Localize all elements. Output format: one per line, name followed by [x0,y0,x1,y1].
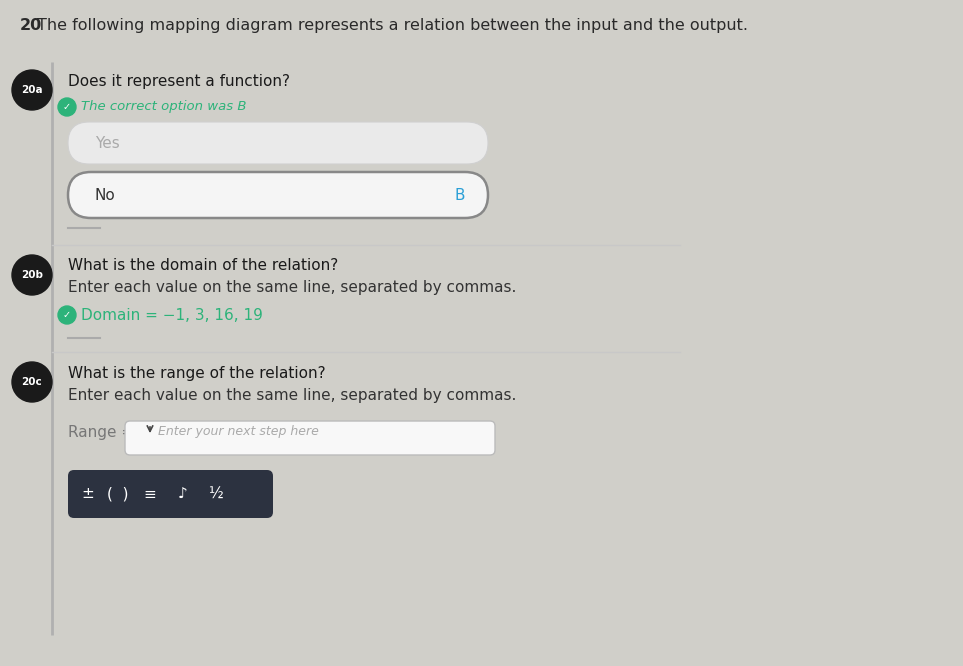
Text: Does it represent a function?: Does it represent a function? [68,74,290,89]
Circle shape [12,255,52,295]
Text: Enter each value on the same line, separated by commas.: Enter each value on the same line, separ… [68,388,516,403]
Text: The following mapping diagram represents a relation between the input and the ou: The following mapping diagram represents… [37,18,748,33]
Text: Enter each value on the same line, separated by commas.: Enter each value on the same line, separ… [68,280,516,295]
Text: Yes: Yes [95,135,119,151]
Text: 20c: 20c [21,377,42,387]
Text: No: No [95,188,116,202]
Text: Enter your next step here: Enter your next step here [158,424,319,438]
FancyBboxPatch shape [68,470,273,518]
Text: ✓: ✓ [63,310,71,320]
FancyBboxPatch shape [125,421,495,455]
Text: ✓: ✓ [63,102,71,112]
Text: 20b: 20b [21,270,43,280]
Circle shape [12,70,52,110]
Text: 20: 20 [20,18,42,33]
Text: B: B [455,188,465,202]
Circle shape [58,98,76,116]
Circle shape [12,362,52,402]
Text: ♪: ♪ [178,486,188,501]
Text: Domain = −1, 3, 16, 19: Domain = −1, 3, 16, 19 [81,308,263,323]
FancyBboxPatch shape [68,122,488,164]
Text: 20a: 20a [21,85,42,95]
Text: ±: ± [82,486,94,501]
FancyBboxPatch shape [68,172,488,218]
Text: ≡: ≡ [143,486,156,501]
Text: What is the range of the relation?: What is the range of the relation? [68,366,325,381]
Text: (  ): ( ) [107,486,129,501]
Text: Range =: Range = [68,425,134,440]
Circle shape [58,306,76,324]
Text: ½: ½ [208,486,222,501]
Text: The correct option was B: The correct option was B [81,100,247,113]
Text: What is the domain of the relation?: What is the domain of the relation? [68,258,338,273]
